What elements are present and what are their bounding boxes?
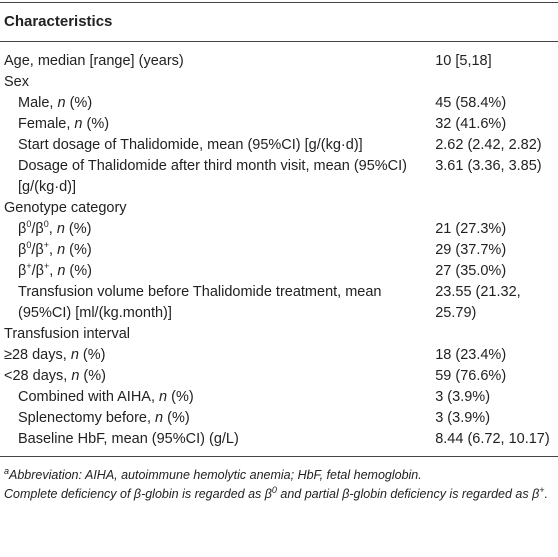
footnote-mark: a [4,465,10,476]
label-text: (%) [65,242,92,258]
row-label: β0/β+, n (%) [0,240,429,261]
label-text: 0 [26,240,32,251]
row-value: 45 (58.4%) [435,95,507,111]
label-text: Transfusion volume before Thalidomide tr… [18,284,382,321]
row-value: 32 (41.6%) [435,116,507,132]
row-label: Baseline HbF, mean (95%CI) (g/L) [0,429,430,457]
label-text: Transfusion interval [4,326,130,342]
label-text: (%) [64,221,92,237]
row-value: 3 (3.9%) [435,410,491,426]
label-text: <28 days, [4,368,72,384]
label-text: (%) [65,263,92,279]
label-text: Start dosage of Thalidomide, mean (95%CI… [18,137,363,153]
label-text: (%) [82,116,110,132]
row-value: 8.44 (6.72, 10.17) [429,429,558,457]
footnote: aAbbreviation: AIHA, autoimmune hemolyti… [4,466,554,485]
label-text: n [71,368,80,384]
label-text: Dosage of Thalidomide after third month … [18,158,407,195]
label-text: n [57,263,66,279]
label-text: (%) [163,410,190,426]
row-value: 10 [5,18] [435,53,492,69]
row-label: Combined with AIHA, n (%) [0,387,429,408]
footnote-text: and partial β-globin deficiency is regar… [276,487,540,501]
row-label: Male, n (%) [0,93,429,114]
row-value: 3.61 (3.36, 3.85) [435,158,542,174]
row-label: Transfusion interval [0,324,558,345]
footnote-text: + [539,484,545,495]
label-text: β [18,242,27,258]
label-text: , [49,263,58,279]
row-label: Female, n (%) [0,114,429,135]
label-text: β [18,263,27,279]
label-text: n [159,389,168,405]
row-value: 18 (23.4%) [435,347,507,363]
label-text: , [48,221,57,237]
footnote-text: . [544,487,548,501]
label-text: Genotype category [4,200,127,216]
footnote-text: Complete deficiency of β-globin is regar… [4,487,272,501]
label-text: /β [31,263,44,279]
label-text: (%) [78,347,106,363]
row-label: Sex [0,72,558,93]
label-text: Baseline HbF, mean (95%CI) (g/L) [18,431,239,447]
row-label: Age, median [range] (years) [0,42,429,73]
row-value: 29 (37.7%) [435,242,507,258]
row-label: ≥28 days, n (%) [0,345,429,366]
row-label: Genotype category [0,198,558,219]
label-text: n [57,95,66,111]
label-text: Combined with AIHA, [18,389,160,405]
row-label: β0/β0, n (%) [0,219,429,240]
label-text: Splenectomy before, [18,410,156,426]
label-text: 0 [26,219,32,230]
label-text: n [70,347,79,363]
footnote: Complete deficiency of β-globin is regar… [4,485,554,504]
label-text: + [43,261,50,272]
footnote-text: Abbreviation: AIHA, autoimmune hemolytic… [9,468,422,482]
label-text: n [74,116,83,132]
label-text: (%) [65,95,93,111]
table-header: Characteristics [0,2,558,42]
row-label: Start dosage of Thalidomide, mean (95%CI… [0,135,429,156]
label-text: /β [31,242,44,258]
row-label: β+/β+, n (%) [0,261,429,282]
label-text: + [43,240,49,251]
label-text: n [56,221,65,237]
label-text: ≥28 days, [4,347,71,363]
row-label: Transfusion volume before Thalidomide tr… [0,282,429,324]
row-value: 23.55 (21.32, 25.79) [435,284,521,321]
label-text: n [57,242,66,258]
label-text: , [49,242,58,258]
label-text: Sex [4,74,29,90]
label-text: /β [31,221,44,237]
label-text: Age, median [range] (years) [4,53,184,69]
label-text: β [18,221,27,237]
row-value: 59 (76.6%) [435,368,507,384]
row-label: Dosage of Thalidomide after third month … [0,156,429,198]
row-value: 3 (3.9%) [435,389,491,405]
label-text: Male, [18,95,58,111]
characteristics-table: Characteristics Age, median [range] (yea… [0,2,558,457]
row-value: 27 (35.0%) [435,263,507,279]
row-label: Splenectomy before, n (%) [0,408,429,429]
label-text: + [26,261,32,272]
row-label: <28 days, n (%) [0,366,429,387]
footnotes: aAbbreviation: AIHA, autoimmune hemolyti… [0,457,558,504]
label-text: (%) [79,368,106,384]
label-text: Female, [18,116,75,132]
label-text: (%) [167,389,194,405]
footnote-text: 0 [271,484,277,495]
label-text: 0 [43,219,49,230]
label-text: n [155,410,164,426]
row-value: 2.62 (2.42, 2.82) [435,137,542,153]
row-value: 21 (27.3%) [435,221,507,237]
